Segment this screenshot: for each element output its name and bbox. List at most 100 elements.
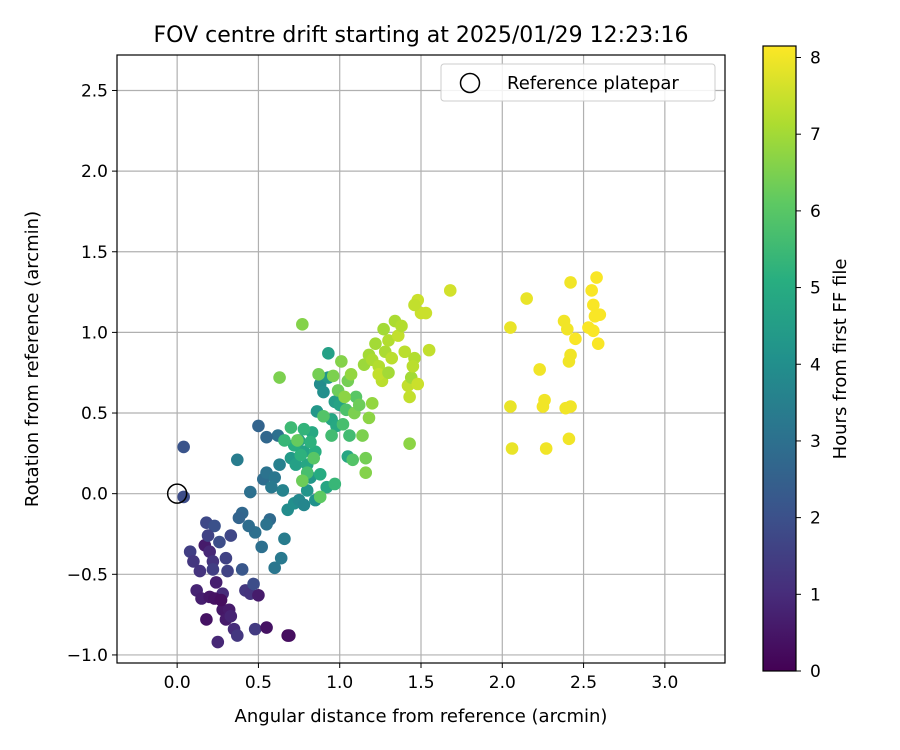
data-point <box>382 334 395 347</box>
data-point <box>265 480 278 494</box>
colorbar-tick-label: 1 <box>810 585 821 605</box>
data-point <box>322 347 335 360</box>
data-point <box>533 363 546 376</box>
y-tick-label: −1.0 <box>67 646 108 666</box>
data-point <box>587 298 600 312</box>
colorbar: 0 1 2 3 4 5 6 7 8 Hours from first FF file <box>762 45 851 682</box>
legend-box <box>440 63 716 102</box>
reference-platepar-marker <box>166 483 188 504</box>
data-point <box>211 635 225 649</box>
x-axis-label: Angular distance from reference (arcmin) <box>235 706 608 727</box>
data-point <box>242 519 255 533</box>
data-point <box>406 359 420 373</box>
data-point <box>344 368 358 381</box>
data-point <box>382 366 395 380</box>
data-point <box>505 442 519 455</box>
data-point <box>289 458 303 471</box>
data-point <box>183 545 197 559</box>
data-point <box>419 306 433 320</box>
data-point <box>294 448 308 462</box>
data-point <box>213 535 226 549</box>
data-point <box>504 400 517 413</box>
y-gridlines <box>117 89 725 656</box>
y-axis-label: Rotation from reference (arcmin) <box>22 211 43 507</box>
data-point <box>562 355 576 368</box>
colorbar-tick-label: 7 <box>810 125 821 145</box>
y-tick-label: 1.0 <box>81 323 108 343</box>
data-point <box>369 337 382 350</box>
data-point <box>365 397 379 410</box>
data-point <box>268 471 281 484</box>
x-tick-label: 0.0 <box>164 673 191 693</box>
data-point <box>564 400 577 413</box>
data-point <box>278 434 291 447</box>
data-point <box>291 434 304 447</box>
y-tick-label: 1.5 <box>81 243 108 263</box>
data-point <box>206 563 220 576</box>
data-point <box>296 474 309 488</box>
data-point <box>408 298 421 312</box>
data-point <box>252 419 265 433</box>
data-point <box>187 555 200 568</box>
data-point <box>395 319 408 333</box>
colorbar-gradient <box>762 45 797 672</box>
data-point <box>403 390 416 404</box>
data-point <box>278 532 291 546</box>
data-point <box>356 429 369 442</box>
data-point <box>385 351 399 365</box>
data-point <box>587 324 600 338</box>
data-point <box>300 484 314 497</box>
data-point <box>260 518 273 531</box>
data-point <box>561 322 574 336</box>
data-point <box>247 577 260 591</box>
data-point <box>569 332 582 346</box>
colorbar-tick-label: 5 <box>810 279 821 299</box>
data-point <box>359 466 373 479</box>
colorbar-tick-label: 3 <box>810 432 821 452</box>
data-point <box>443 284 457 297</box>
data-point <box>232 511 246 525</box>
data-point <box>296 318 309 331</box>
data-point <box>208 519 221 533</box>
data-point <box>284 421 298 434</box>
y-tick-label: 0.5 <box>81 404 108 424</box>
data-point <box>244 485 257 499</box>
data-point <box>326 369 340 383</box>
data-point <box>585 284 598 297</box>
x-tick-label: 1.5 <box>407 673 434 693</box>
data-point <box>297 422 311 436</box>
data-point <box>283 629 296 642</box>
data-point <box>362 411 376 425</box>
data-point <box>297 498 311 512</box>
data-point <box>372 368 386 381</box>
x-tick-label: 2.0 <box>489 673 516 693</box>
data-point <box>209 576 223 589</box>
data-point <box>403 437 416 450</box>
data-point <box>177 440 190 454</box>
data-point <box>313 490 327 504</box>
data-point <box>230 453 244 467</box>
data-point <box>317 409 330 423</box>
data-point <box>274 551 288 565</box>
data-point <box>520 292 533 305</box>
colorbar-tick-label: 2 <box>810 509 821 529</box>
colorbar-tick-label: 0 <box>810 662 821 682</box>
data-point <box>538 393 551 407</box>
data-point <box>252 588 265 602</box>
data-point <box>564 276 577 289</box>
data-point <box>230 629 244 642</box>
data-point <box>214 593 228 607</box>
data-point <box>307 451 321 465</box>
data-point <box>203 545 216 559</box>
data-points <box>177 271 607 649</box>
x-tick-label: 3.0 <box>651 673 678 693</box>
data-point <box>352 398 366 412</box>
data-point <box>411 377 425 391</box>
data-point <box>398 345 412 359</box>
data-point <box>268 561 281 575</box>
data-point <box>359 451 373 465</box>
data-point <box>273 458 286 471</box>
data-point <box>224 609 238 623</box>
x-axis-ticks: 0.0 0.5 1.0 1.5 2.0 2.5 3.0 <box>164 663 678 693</box>
data-point <box>219 551 233 565</box>
